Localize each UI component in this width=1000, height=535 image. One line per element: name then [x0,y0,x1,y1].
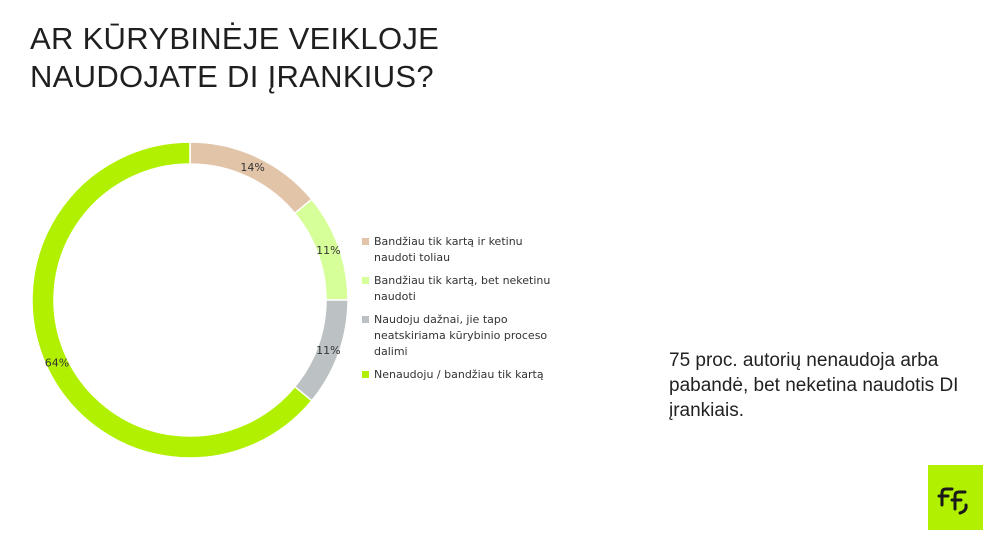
page-title: AR KŪRYBINĖJE VEIKLOJE NAUDOJATE DI ĮRAN… [30,20,550,96]
summary-note: 75 proc. autorių nenaudoja arba pabandė,… [669,350,959,421]
legend-swatch-4 [362,371,369,378]
donut-data-label-1: 14% [240,161,264,174]
legend-label-4: Nenaudoju / bandžiau tik kartą [374,368,544,381]
chart-legend: Bandžiau tik kartą ir ketinu naudoti tol… [362,234,552,390]
legend-item-3: Naudoju dažnai, jie tapo neatskiriama kū… [362,312,552,360]
page-title-line-2: NAUDOJATE DI ĮRANKIUS? [30,59,434,94]
legend-item-1: Bandžiau tik kartą ir ketinu naudoti tol… [362,234,552,266]
legend-swatch-3 [362,316,369,323]
donut-data-label-4: 64% [45,357,69,370]
donut-slices [31,141,349,459]
page-title-line-1: AR KŪRYBINĖJE VEIKLOJE [30,21,440,56]
legend-swatch-2 [362,277,369,284]
donut-data-label-2: 11% [316,244,340,257]
donut-slice-1 [189,141,313,215]
legend-label-2: Bandžiau tik kartą, bet neketinu naudoti [374,274,551,303]
donut-data-label-3: 11% [316,344,340,357]
legend-label-3: Naudoju dažnai, jie tapo neatskiriama kū… [374,313,548,358]
donut-data-labels: 14% 11% 11% 64% [45,161,341,370]
ff-logo-glyph [928,465,983,530]
legend-item-2: Bandžiau tik kartą, bet neketinu naudoti [362,273,552,305]
donut-slice-4 [31,141,313,459]
legend-swatch-1 [362,238,369,245]
legend-item-4: Nenaudoju / bandžiau tik kartą [362,367,552,383]
donut-chart: 14% 11% 11% 64% [31,141,349,459]
ff-logo-icon [928,465,983,530]
legend-label-1: Bandžiau tik kartą ir ketinu naudoti tol… [374,235,523,264]
